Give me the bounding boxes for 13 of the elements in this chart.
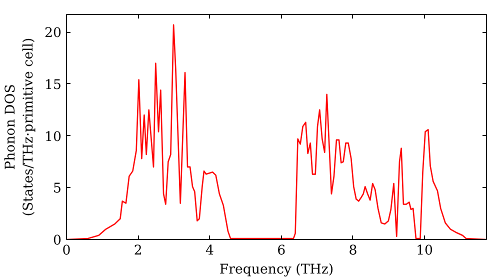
y-tick-label: 15 — [44, 78, 62, 93]
y-axis-title: Phonon DOS (States/THz·primitive cell) — [4, 38, 37, 216]
x-tick-label: 2 — [134, 244, 142, 258]
x-tick-label: 4 — [205, 244, 214, 258]
x-axis-title: Frequency (THz) — [219, 262, 334, 278]
x-tick-label: 8 — [348, 244, 358, 258]
y-tick-label: 20 — [44, 26, 62, 42]
x-tick-label: 6 — [277, 244, 286, 258]
line-series — [66, 24, 486, 240]
y-tick-label: 5 — [53, 182, 62, 197]
x-tick-label: 10 — [416, 244, 434, 258]
y-tick-label: 0 — [53, 234, 62, 248]
y-tick-label: 10 — [44, 130, 62, 145]
